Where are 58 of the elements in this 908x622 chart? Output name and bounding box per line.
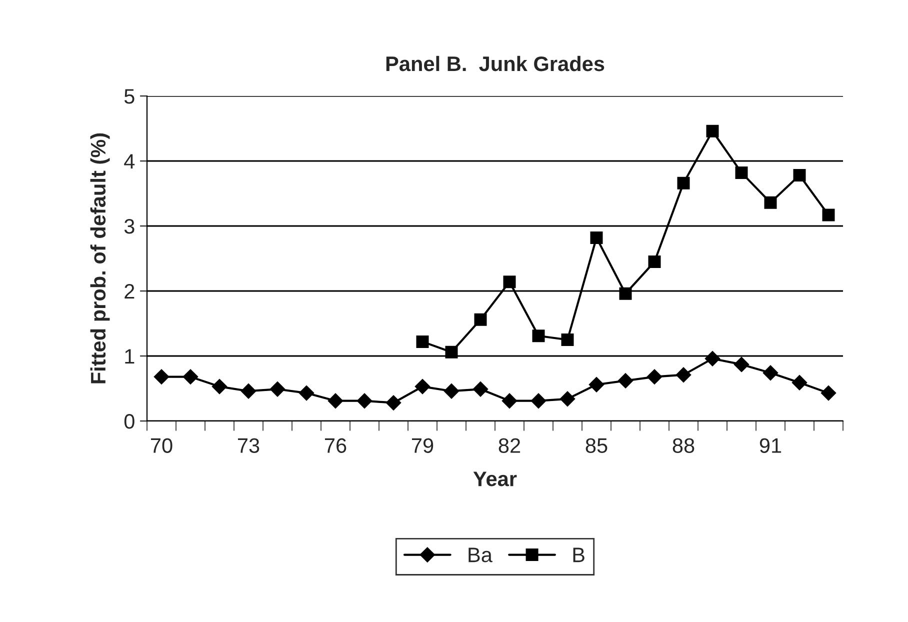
point <box>646 369 662 384</box>
point <box>676 367 692 382</box>
point <box>706 124 719 138</box>
point <box>474 313 487 326</box>
x-tick-label: 91 <box>760 438 782 453</box>
legend-label: B <box>573 548 584 562</box>
y-tick-label: 4 <box>124 154 135 169</box>
point <box>618 373 634 388</box>
chart-title: Panel B. Junk Grades <box>386 56 604 72</box>
y-tick-label: 1 <box>125 349 134 364</box>
point <box>560 391 576 406</box>
point <box>328 393 344 408</box>
point <box>590 231 603 244</box>
x-tick-label: 88 <box>672 438 694 453</box>
point <box>792 375 808 390</box>
point <box>762 365 778 380</box>
x-tick-label: 76 <box>324 438 346 453</box>
point <box>182 369 198 384</box>
point <box>820 385 836 401</box>
point <box>735 166 748 179</box>
y-tick-label: 2 <box>124 284 134 299</box>
y-tick-label: 5 <box>124 89 134 104</box>
y-tick-label: 3 <box>124 219 134 234</box>
point <box>677 176 690 190</box>
point <box>386 395 402 410</box>
point <box>212 378 228 394</box>
y-axis-title: Fitted prob. of default (%) <box>90 133 110 384</box>
point <box>764 196 777 209</box>
point <box>416 335 429 348</box>
point <box>414 378 430 394</box>
point <box>793 169 806 182</box>
legend-label: Ba <box>468 548 492 562</box>
point <box>619 287 632 300</box>
point <box>356 393 372 408</box>
x-tick-label: 70 <box>150 438 172 453</box>
x-tick-label: 82 <box>498 438 520 453</box>
point <box>532 330 545 342</box>
point <box>270 382 286 397</box>
point <box>648 256 661 268</box>
point <box>154 369 170 384</box>
point <box>445 346 458 358</box>
point <box>472 382 488 397</box>
point <box>502 393 518 408</box>
point <box>240 384 256 399</box>
point <box>444 384 460 399</box>
x-tick-label: 85 <box>586 438 608 453</box>
x-tick-label: 79 <box>412 438 434 453</box>
x-axis-title: Year <box>473 472 517 486</box>
point <box>530 393 546 408</box>
point <box>503 276 516 288</box>
point <box>561 334 574 346</box>
point <box>588 377 604 392</box>
point <box>822 208 835 222</box>
x-tick-label: 73 <box>238 438 260 453</box>
point <box>734 356 750 372</box>
point <box>298 385 314 401</box>
point <box>704 351 720 366</box>
y-tick-label: 0 <box>124 414 134 429</box>
